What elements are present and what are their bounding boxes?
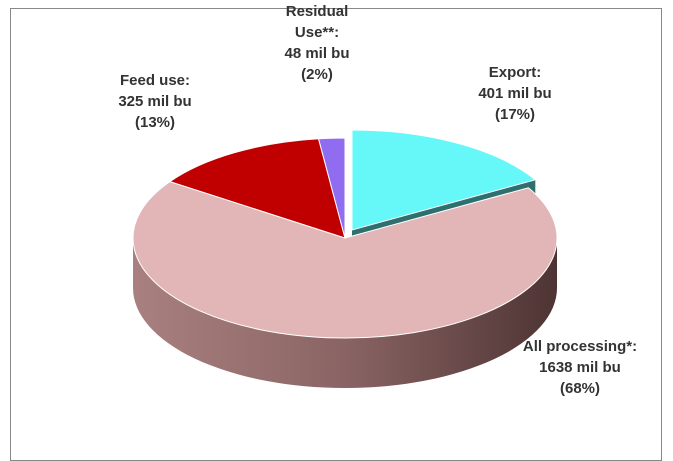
label-value: (17%) <box>494 106 535 123</box>
slice <box>351 129 537 231</box>
label-name: Residual Use**: <box>285 3 349 41</box>
label-value: (68%) <box>559 380 600 397</box>
label-name: All processing*: <box>522 338 638 355</box>
slice-label: All processing*: 1638 mil bu (68%) <box>520 336 640 399</box>
slice <box>168 138 346 239</box>
label-value: (13%) <box>134 114 175 131</box>
slice-label: Residual Use**: 48 mil bu (2%) <box>262 1 372 85</box>
slice <box>132 181 558 339</box>
slice-label: Feed use: 325 mil bu (13%) <box>98 70 212 133</box>
label-value: 401 mil bu <box>478 85 552 102</box>
slice-side <box>133 238 557 388</box>
slice-label: Export: 401 mil bu (17%) <box>455 62 575 125</box>
label-value: 48 mil bu <box>284 45 350 62</box>
label-value: (2%) <box>301 66 333 83</box>
label-value: 325 mil bu <box>118 93 192 110</box>
slice <box>317 137 346 239</box>
label-name: Export: <box>488 64 542 81</box>
label-value: 1638 mil bu <box>539 359 621 376</box>
label-name: Feed use: <box>119 72 191 89</box>
